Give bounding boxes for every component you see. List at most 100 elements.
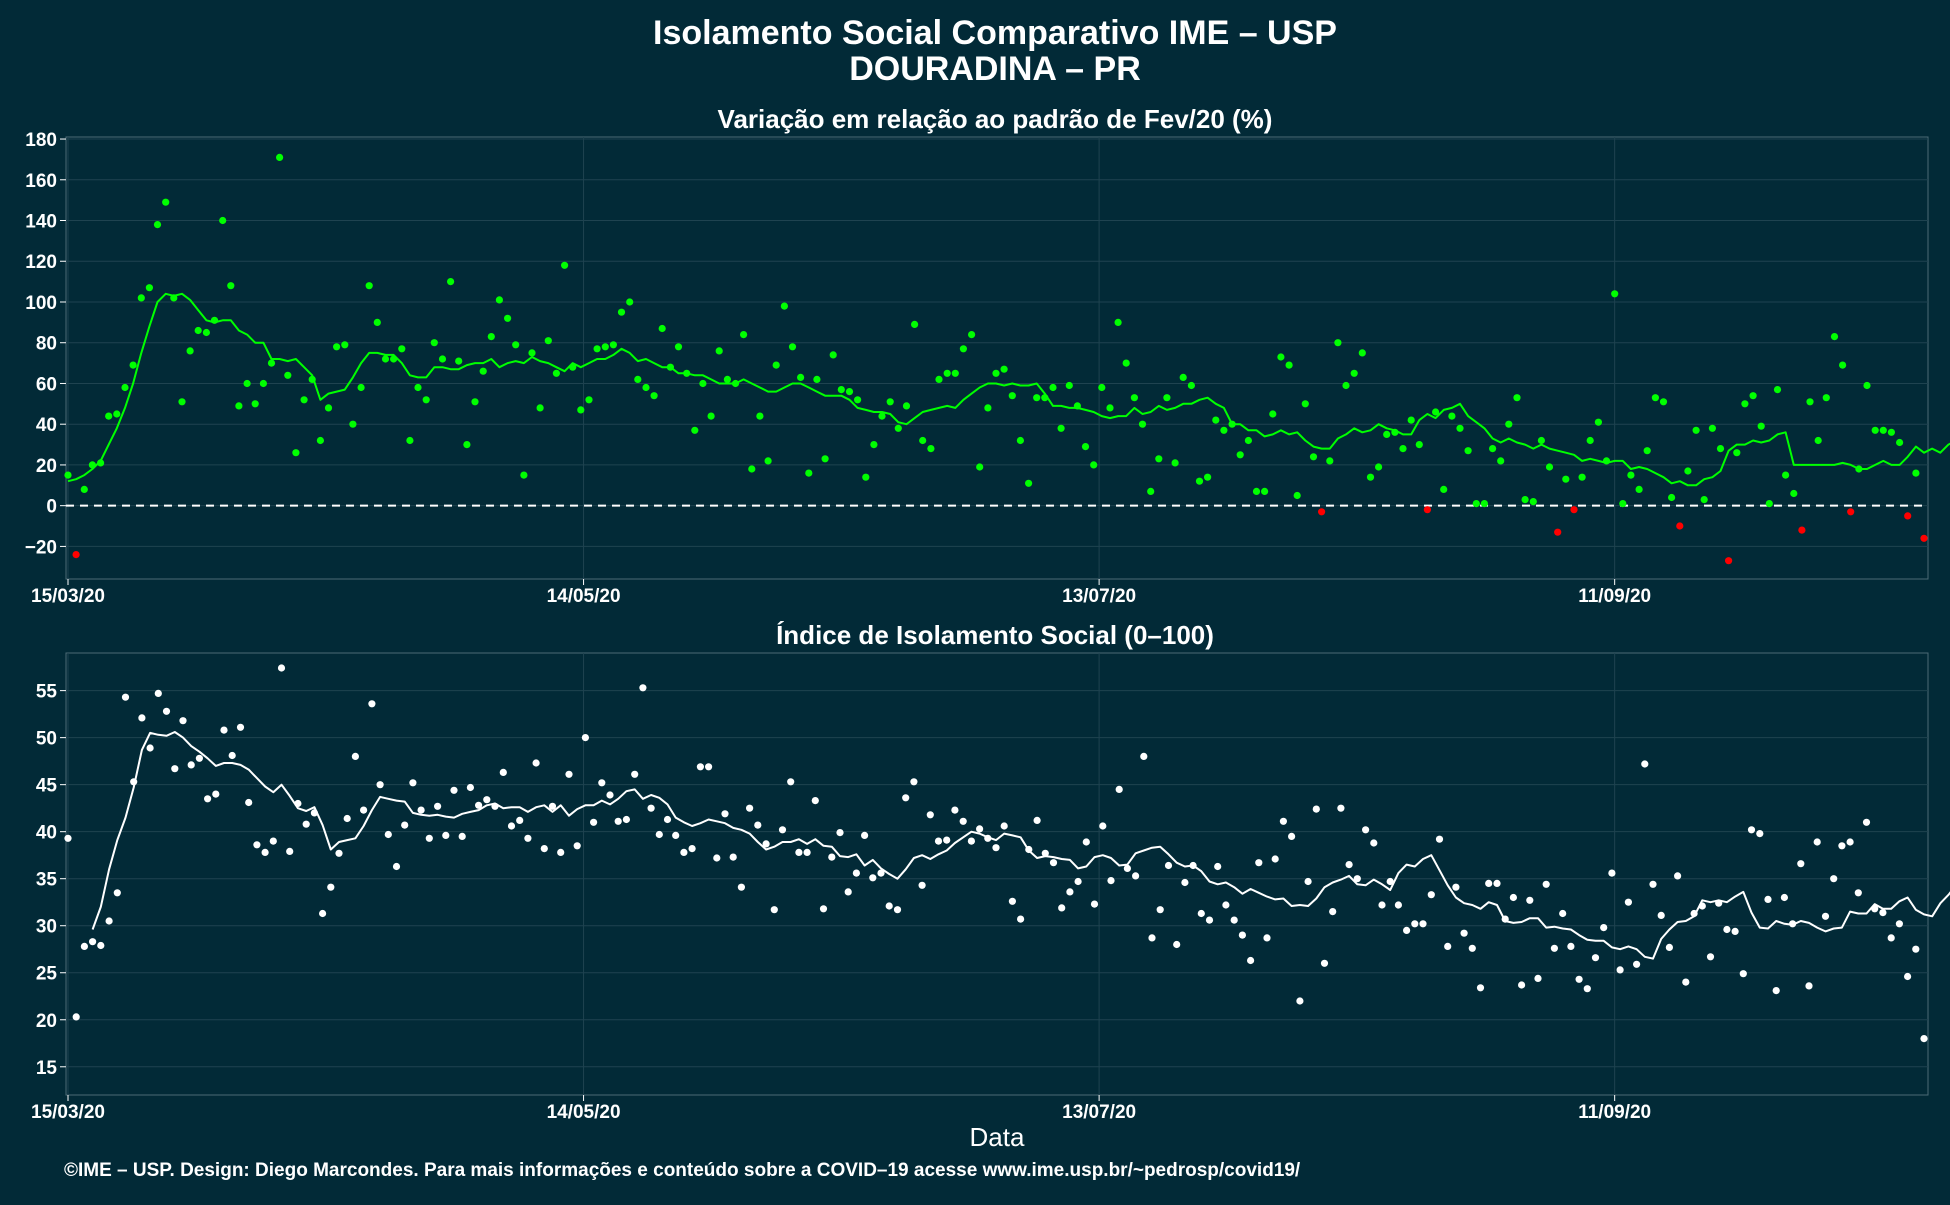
y-tick-label: 60 bbox=[36, 374, 57, 395]
data-point bbox=[1082, 838, 1090, 846]
y-tick-label: 180 bbox=[25, 130, 57, 151]
data-point bbox=[504, 314, 512, 322]
data-point bbox=[1790, 489, 1798, 498]
data-point bbox=[376, 781, 384, 789]
data-point bbox=[852, 869, 861, 877]
data-point bbox=[1008, 392, 1016, 400]
data-point bbox=[1399, 445, 1407, 453]
data-point bbox=[384, 830, 392, 839]
data-point bbox=[1008, 897, 1017, 905]
y-tick-label: 20 bbox=[36, 456, 57, 477]
data-point bbox=[836, 829, 844, 837]
data-point bbox=[300, 396, 308, 404]
data-point bbox=[1676, 522, 1684, 530]
y-tick-label: 0 bbox=[46, 497, 57, 518]
x-tick-label: 15/03/20 bbox=[31, 1102, 105, 1123]
data-point bbox=[261, 848, 269, 857]
data-point bbox=[540, 845, 548, 853]
data-point bbox=[1920, 534, 1928, 542]
data-point bbox=[1049, 859, 1058, 867]
data-point bbox=[267, 359, 276, 367]
data-point bbox=[64, 834, 72, 842]
data-point bbox=[1090, 461, 1098, 469]
data-point bbox=[1611, 290, 1619, 298]
data-point bbox=[1403, 926, 1411, 935]
data-point bbox=[1567, 942, 1575, 951]
data-point bbox=[398, 345, 406, 353]
data-point bbox=[368, 700, 376, 708]
data-point bbox=[1480, 500, 1488, 508]
data-point bbox=[1025, 845, 1033, 854]
data-point bbox=[740, 331, 748, 339]
data-point bbox=[1362, 826, 1370, 834]
data-point bbox=[491, 802, 499, 810]
data-point bbox=[1887, 428, 1895, 436]
panel1-y-ticks: −20 0 20 40 60 80 100 120 140 160 180 bbox=[25, 130, 66, 558]
data-point bbox=[417, 806, 425, 814]
data-point bbox=[1244, 436, 1252, 445]
panel2-title: Índice de Isolamento Social (0–100) bbox=[776, 620, 1214, 650]
data-point bbox=[1690, 909, 1698, 918]
data-point bbox=[1419, 920, 1427, 928]
panel2-moving-average bbox=[91, 731, 1950, 960]
data-point bbox=[471, 398, 479, 406]
data-point bbox=[992, 369, 1000, 377]
data-point bbox=[236, 723, 245, 731]
data-point bbox=[1000, 822, 1008, 830]
data-point bbox=[935, 375, 943, 383]
data-point bbox=[1749, 392, 1757, 400]
data-point bbox=[409, 779, 417, 787]
data-point bbox=[639, 684, 647, 692]
data-point bbox=[243, 379, 251, 388]
data-point bbox=[286, 847, 294, 856]
data-point bbox=[1288, 832, 1296, 841]
data-point bbox=[778, 826, 787, 834]
data-point bbox=[731, 379, 740, 388]
data-point bbox=[1600, 924, 1608, 932]
data-point bbox=[351, 752, 359, 761]
data-point bbox=[984, 834, 992, 842]
data-point bbox=[886, 398, 894, 406]
data-point bbox=[737, 883, 746, 891]
data-point bbox=[984, 404, 992, 412]
data-point bbox=[1554, 528, 1562, 536]
data-point bbox=[1163, 394, 1171, 402]
data-point bbox=[1440, 485, 1448, 493]
data-point bbox=[729, 853, 737, 861]
data-point bbox=[1806, 398, 1814, 406]
data-point bbox=[1747, 826, 1756, 834]
data-point bbox=[1545, 463, 1554, 471]
data-point bbox=[1261, 487, 1269, 495]
data-point bbox=[1173, 940, 1181, 949]
data-point bbox=[601, 343, 609, 351]
data-point bbox=[918, 881, 926, 889]
data-point bbox=[1839, 361, 1847, 369]
data-point bbox=[1378, 901, 1386, 909]
data-point bbox=[552, 369, 561, 377]
data-point bbox=[145, 284, 153, 292]
data-point bbox=[392, 862, 401, 871]
data-point bbox=[1065, 381, 1073, 390]
data-point bbox=[528, 349, 536, 357]
data-point bbox=[204, 795, 212, 803]
data-point bbox=[154, 689, 162, 698]
data-point bbox=[683, 369, 691, 377]
data-point bbox=[479, 367, 487, 375]
data-point bbox=[1320, 959, 1329, 967]
data-point bbox=[1521, 496, 1529, 504]
data-point bbox=[1537, 436, 1545, 445]
data-point bbox=[1464, 447, 1472, 455]
y-tick-label: 160 bbox=[25, 171, 57, 192]
data-point bbox=[1575, 975, 1583, 983]
data-point bbox=[153, 221, 162, 229]
data-point bbox=[1189, 861, 1197, 870]
data-point bbox=[680, 848, 688, 857]
y-tick-label: 25 bbox=[36, 964, 58, 985]
data-point bbox=[1326, 457, 1334, 465]
data-point bbox=[1513, 394, 1521, 402]
data-point bbox=[911, 320, 919, 328]
data-point bbox=[1058, 904, 1066, 912]
panel2-gridlines bbox=[66, 653, 1928, 1095]
data-point bbox=[138, 714, 146, 722]
data-point bbox=[1444, 942, 1452, 951]
